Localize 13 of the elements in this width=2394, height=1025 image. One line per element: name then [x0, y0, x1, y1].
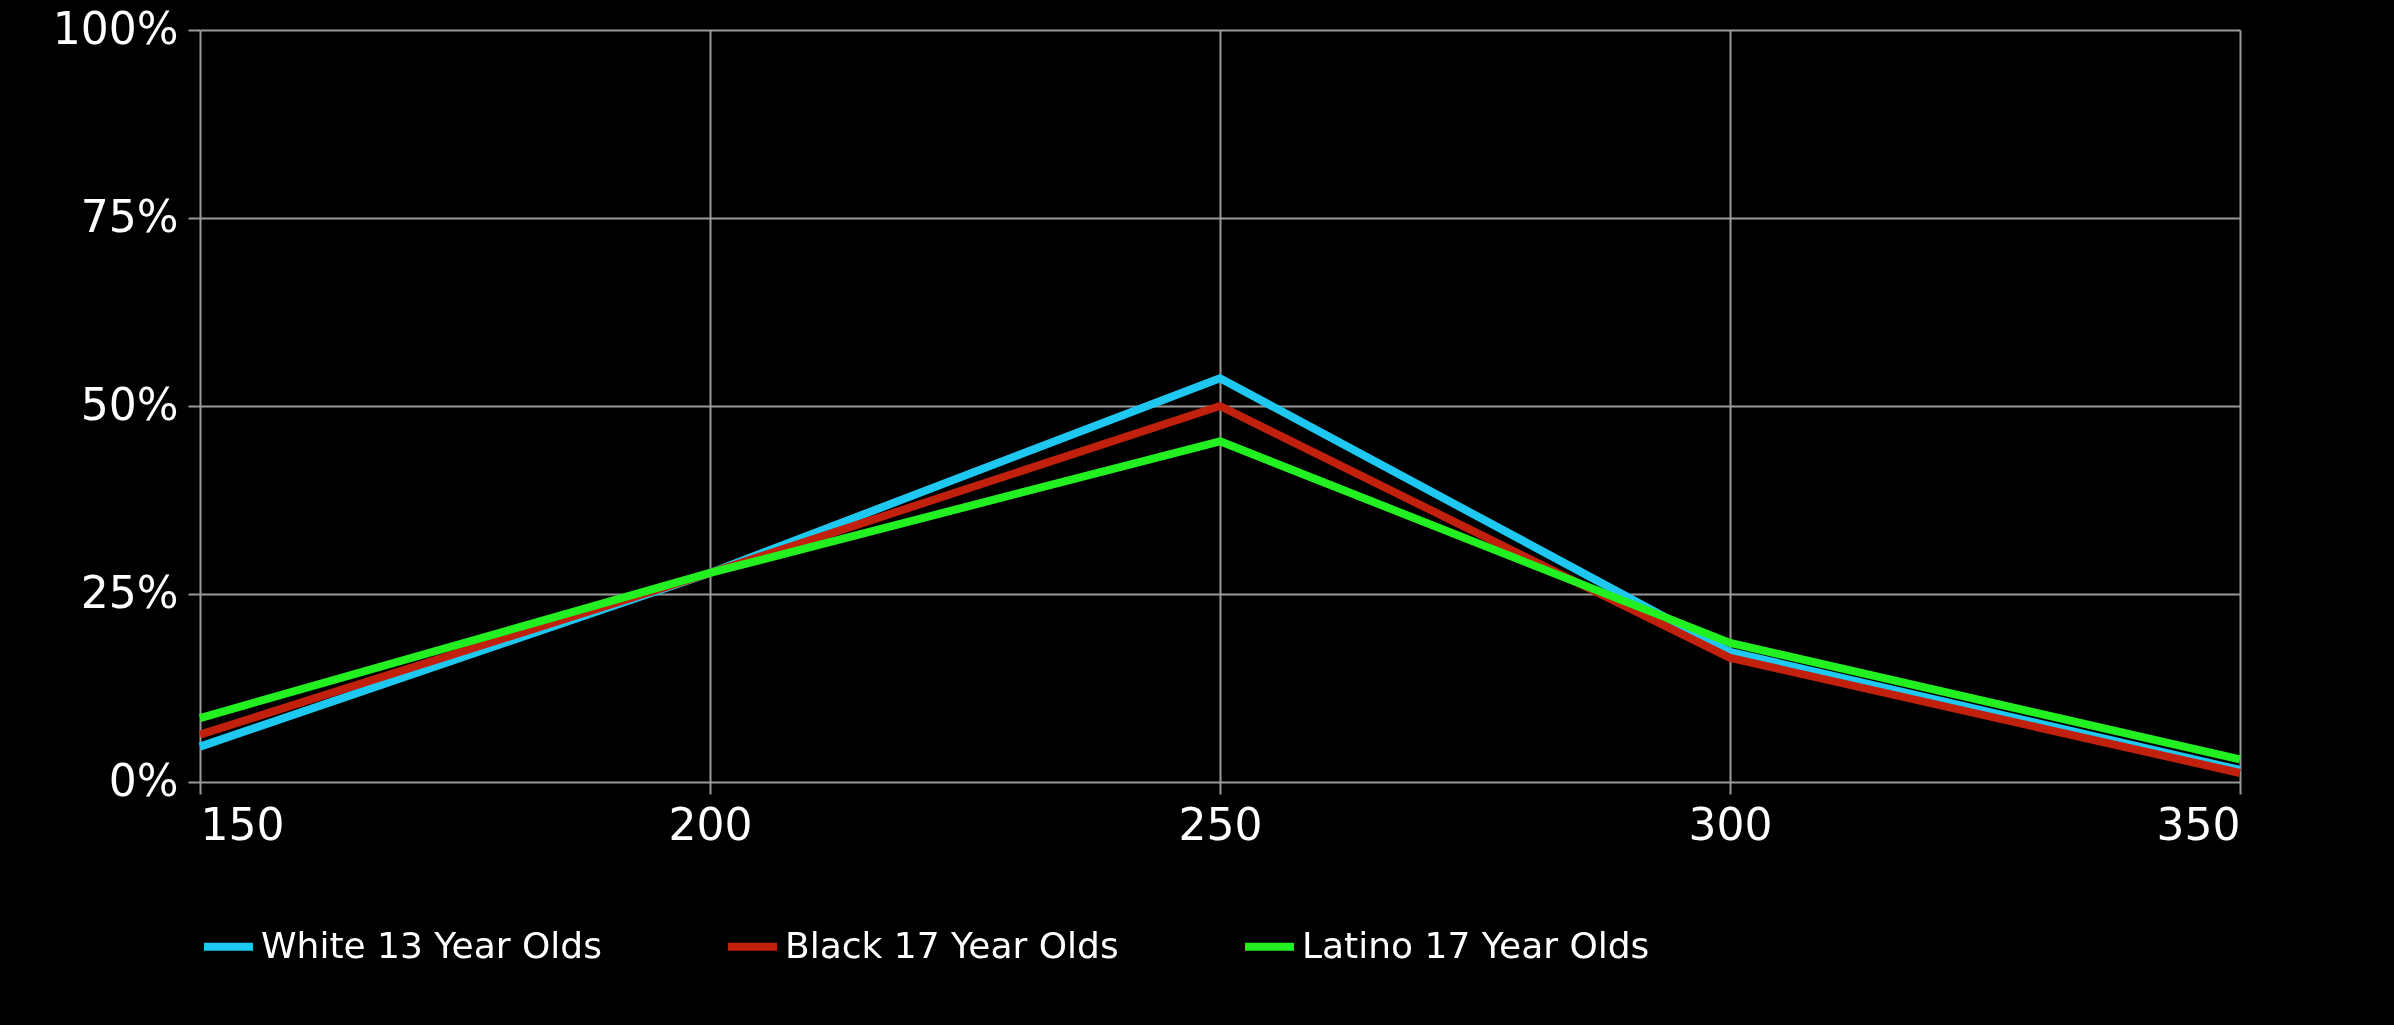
y-tick-label: 100%	[52, 2, 179, 54]
legend-label: White 13 Year Olds	[261, 924, 602, 966]
y-tick-label: 0%	[108, 754, 179, 806]
x-tick-label: 300	[1688, 798, 1773, 850]
legend-label: Black 17 Year Olds	[785, 924, 1119, 966]
legend-label: Latino 17 Year Olds	[1302, 924, 1650, 966]
y-tick-label: 50%	[80, 378, 179, 430]
x-tick-label: 150	[200, 798, 285, 850]
x-tick-label: 350	[2156, 798, 2241, 850]
y-tick-label: 25%	[80, 566, 179, 618]
y-tick-label: 75%	[80, 190, 179, 242]
x-tick-label: 250	[1178, 798, 1263, 850]
x-tick-label: 200	[668, 798, 753, 850]
